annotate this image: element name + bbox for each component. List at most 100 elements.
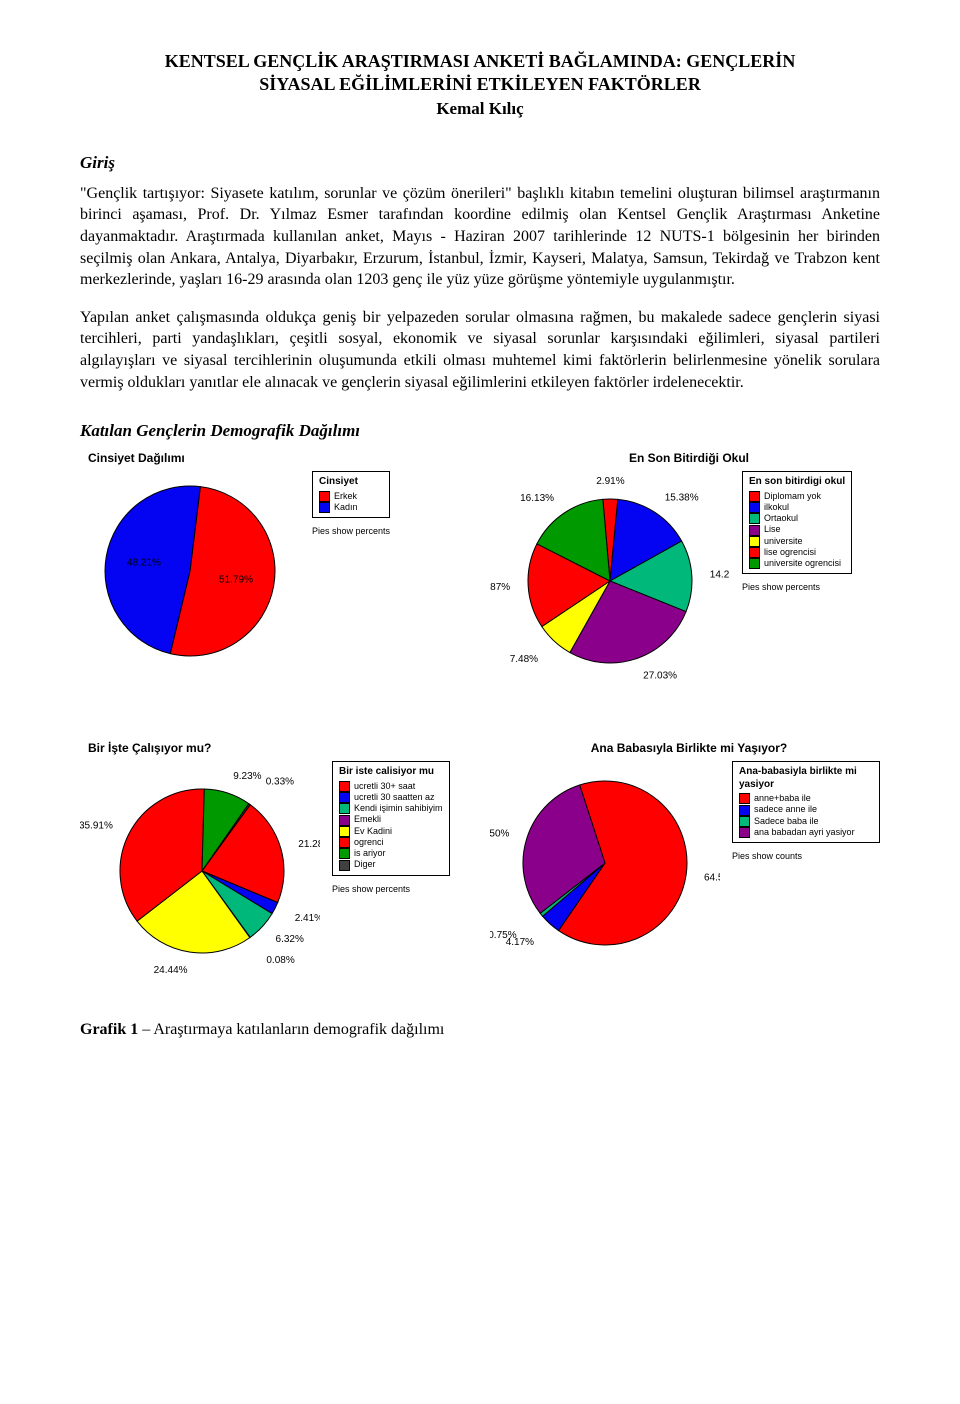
legend-label: lise ogrencisi [764, 547, 816, 558]
chart-gender-pie: 51.79% 48.21% [80, 471, 300, 671]
chart-employment-legend-sub: Pies show percents [332, 884, 450, 894]
legend-item: ana babadan ayri yasiyor [739, 827, 873, 838]
chart-living-legend-sub: Pies show counts [732, 851, 880, 861]
legend-item: Kendi işimin sahibiyim [339, 803, 443, 814]
pie-slice-label: 9.23% [233, 771, 261, 782]
legend-label: Emekli [354, 814, 381, 825]
figure-caption-rest: – Araştırmaya katılanların demografik da… [138, 1021, 444, 1038]
legend-swatch [739, 827, 750, 838]
legend-label: ogrenci [354, 837, 384, 848]
pie-slice-label: 0.75% [490, 930, 517, 941]
chart-education: En Son Bitirdiği Okul 2.91%15.38%14.21%2… [490, 451, 880, 691]
legend-item: is ariyor [339, 848, 443, 859]
legend-item: Diplomam yok [749, 491, 845, 502]
legend-item: anne+baba ile [739, 793, 873, 804]
legend-label: ilkokul [764, 502, 789, 513]
chart-gender-legend: Cinsiyet ErkekKadın [312, 471, 390, 518]
pie-slice-label: 64.58% [704, 872, 720, 883]
chart-education-legend-wrap: En son bitirdigi okul Diplomam yokilkoku… [742, 471, 852, 592]
charts-row-1: Cinsiyet Dağılımı 51.79%48.21% Cinsiyet … [80, 451, 880, 691]
page-title-line2: SİYASAL EĞİLİMLERİNİ ETKİLEYEN FAKTÖRLER [80, 73, 880, 96]
legend-label: Ev Kadini [354, 826, 392, 837]
figure-caption: Grafik 1 – Araştırmaya katılanların demo… [80, 1021, 880, 1039]
legend-item: Sadece baba ile [739, 816, 873, 827]
legend-label: Sadece baba ile [754, 816, 819, 827]
legend-swatch [339, 848, 350, 859]
section-heading-demographics: Katılan Gençlerin Demografik Dağılımı [80, 421, 880, 441]
chart-gender-legend-title: Cinsiyet [319, 476, 383, 489]
legend-swatch [319, 491, 330, 502]
legend-label: Diger [354, 859, 376, 870]
chart-gender-legend-sub: Pies show percents [312, 526, 390, 536]
chart-employment-legend: Bir iste calisiyor mu ucretli 30+ saatuc… [332, 761, 450, 876]
legend-item: ilkokul [749, 502, 845, 513]
legend-label: sadece anne ile [754, 804, 817, 815]
legend-label: Diplomam yok [764, 491, 821, 502]
legend-item: sadece anne ile [739, 804, 873, 815]
pie-slice-label: 15.38% [665, 492, 699, 503]
legend-item: ucretli 30+ saat [339, 781, 443, 792]
chart-living-legend-wrap: Ana-babasiyla birlikte mi yasiyor anne+b… [732, 761, 880, 861]
legend-swatch [749, 491, 760, 502]
legend-swatch [339, 803, 350, 814]
paragraph-2: Yapılan anket çalışmasında oldukça geniş… [80, 307, 880, 393]
legend-label: anne+baba ile [754, 793, 811, 804]
chart-employment-legend-title: Bir iste calisiyor mu [339, 766, 443, 779]
legend-label: Ortaokul [764, 513, 798, 524]
legend-swatch [749, 502, 760, 513]
chart-living: Ana Babasıyla Birlikte mi Yaşıyor? 64.58… [490, 741, 880, 981]
legend-label: Lise [764, 524, 781, 535]
pie-slice-label: 2.91% [596, 476, 624, 487]
charts-row-2: Bir İşte Çalışıyor mu? 21.28%2.41%6.32%0… [80, 741, 880, 981]
chart-education-pie: 2.91%15.38%14.21%27.03%7.48%16.87%16.13% [490, 471, 730, 691]
legend-item: Lise [749, 524, 845, 535]
legend-swatch [749, 525, 760, 536]
legend-label: Kendi işimin sahibiyim [354, 803, 443, 814]
section-heading-intro: Giriş [80, 153, 880, 173]
legend-label: Kadın [334, 502, 358, 513]
legend-swatch [739, 805, 750, 816]
legend-swatch [319, 502, 330, 513]
legend-swatch [749, 547, 760, 558]
pie-slice-label: 16.87% [490, 582, 510, 593]
chart-living-title: Ana Babasıyla Birlikte mi Yaşıyor? [498, 741, 880, 755]
pie-slice-label: 30.50% [490, 829, 510, 840]
legend-swatch [739, 816, 750, 827]
page-title-line1: KENTSEL GENÇLİK ARAŞTIRMASI ANKETİ BAĞLA… [80, 50, 880, 73]
legend-swatch [339, 826, 350, 837]
legend-label: ana babadan ayri yasiyor [754, 827, 855, 838]
chart-education-legend-title: En son bitirdigi okul [749, 476, 845, 489]
legend-item: Ortaokul [749, 513, 845, 524]
legend-item: Ev Kadini [339, 826, 443, 837]
legend-item: universite [749, 536, 845, 547]
legend-label: ucretli 30+ saat [354, 781, 415, 792]
pie-slice-label: 2.41% [295, 913, 320, 924]
figure-caption-bold: Grafik 1 [80, 1021, 138, 1038]
pie-slice-label: 48.21% [127, 558, 161, 569]
chart-living-legend: Ana-babasiyla birlikte mi yasiyor anne+b… [732, 761, 880, 843]
legend-item: ucretli 30 saatten az [339, 792, 443, 803]
legend-item: Emekli [339, 814, 443, 825]
legend-swatch [339, 860, 350, 871]
legend-label: is ariyor [354, 848, 386, 859]
legend-swatch [339, 837, 350, 848]
legend-label: ucretli 30 saatten az [354, 792, 435, 803]
legend-item: lise ogrencisi [749, 547, 845, 558]
pie-slice-label: 14.21% [710, 570, 730, 581]
chart-education-legend-sub: Pies show percents [742, 582, 852, 592]
chart-education-legend: En son bitirdigi okul Diplomam yokilkoku… [742, 471, 852, 574]
chart-living-pie: 64.58%4.17%0.75%30.50% [490, 761, 720, 971]
chart-employment-legend-wrap: Bir iste calisiyor mu ucretli 30+ saatuc… [332, 761, 450, 894]
chart-gender: Cinsiyet Dağılımı 51.79%48.21% Cinsiyet … [80, 451, 470, 691]
pie-slice-label: 51.79% [219, 574, 253, 585]
legend-label: universite [764, 536, 803, 547]
pie-slice-label: 16.13% [520, 493, 554, 504]
pie-slice-label: 6.32% [276, 934, 304, 945]
legend-swatch [749, 558, 760, 569]
legend-swatch [749, 536, 760, 547]
pie-slice-label: 0.08% [266, 955, 294, 966]
chart-employment: Bir İşte Çalışıyor mu? 21.28%2.41%6.32%0… [80, 741, 470, 981]
chart-employment-pie: 21.28%2.41%6.32%0.08%24.44%35.91%9.23%0.… [80, 761, 320, 981]
legend-item: Diger [339, 859, 443, 870]
pie-slice-label: 0.33% [266, 776, 294, 787]
